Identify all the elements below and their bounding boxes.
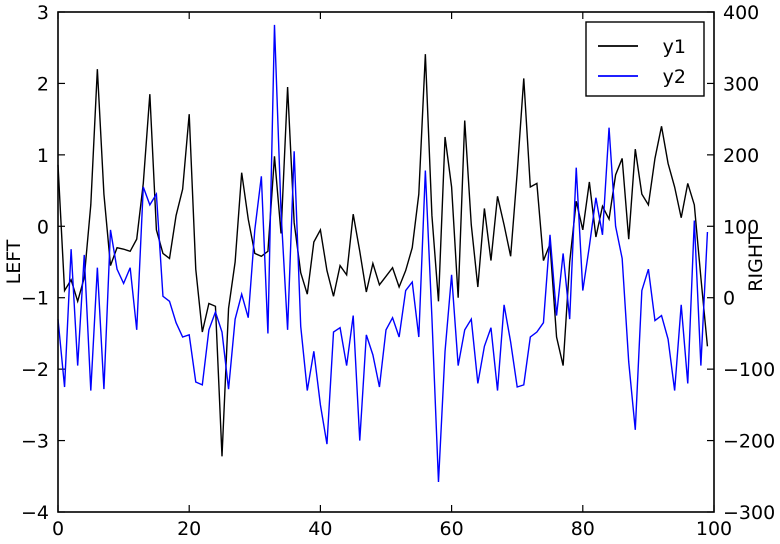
x-tick-label: 100: [696, 518, 732, 540]
series-line-y1: [57, 54, 709, 457]
y-tick-label-left: −3: [21, 431, 49, 453]
y-axis-left-label: LEFT: [3, 239, 25, 284]
x-tick-label: 40: [308, 518, 332, 540]
y-tick-label-right: 100: [723, 216, 759, 238]
x-tick-label: 80: [571, 518, 595, 540]
y-tick-label-right: 300: [723, 73, 759, 95]
y-axis-right-label: RIGHT: [745, 232, 767, 292]
y-tick-label-left: −2: [21, 359, 49, 381]
y-axis-right-ticks: −300 −200 −100 0 100 200 300 400: [707, 2, 775, 524]
y-tick-label-right: −100: [723, 359, 775, 381]
y-tick-label-left: 3: [37, 2, 49, 24]
y-tick-label-left: 2: [37, 73, 49, 95]
x-tick-label: 20: [177, 518, 201, 540]
y-tick-label-left: 0: [37, 216, 49, 238]
x-tick-label: 60: [440, 518, 464, 540]
y-tick-label-left: 1: [37, 145, 49, 167]
y-tick-label-right: 0: [723, 288, 735, 310]
y-axis-left-ticks: −4 −3 −2 −1 0 1 2 3: [21, 2, 65, 524]
legend-label-y1: y1: [663, 36, 686, 58]
data-series-group: [57, 24, 709, 483]
y-tick-label-left: −4: [21, 502, 49, 524]
y-tick-label-right: −200: [723, 431, 775, 453]
y-tick-label-right: −300: [723, 502, 775, 524]
axes-frame: [57, 11, 715, 513]
y-tick-label-left: −1: [21, 288, 49, 310]
x-tick-label: 0: [52, 518, 64, 540]
legend-label-y2: y2: [663, 66, 686, 88]
y-tick-label-right: 200: [723, 145, 759, 167]
series-line-y2: [57, 24, 709, 483]
y-tick-label-right: 400: [723, 2, 759, 24]
legend-frame: [585, 21, 705, 97]
